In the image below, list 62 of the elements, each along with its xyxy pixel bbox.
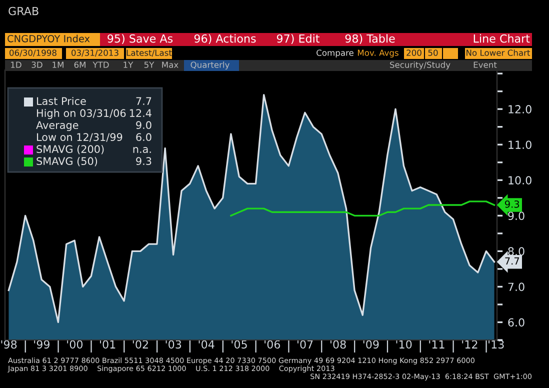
text: Event bbox=[474, 62, 497, 68]
x-tick-label: '08 bbox=[330, 340, 346, 349]
text: YTD bbox=[92, 62, 109, 68]
text: CNGDPYOY Index bbox=[8, 34, 90, 42]
x-tick-label: '06 bbox=[264, 340, 280, 349]
legend-label: SMAVG (50) bbox=[36, 156, 98, 166]
text: 1Y bbox=[124, 62, 134, 68]
text: 95) Save As bbox=[108, 34, 173, 44]
text: Latest/Last bbox=[126, 50, 172, 57]
text: 1D bbox=[11, 62, 22, 68]
x-tick-label: '12 bbox=[462, 340, 478, 348]
x-tick-label: '98 bbox=[1, 340, 17, 349]
legend-label: SMAVG (200) bbox=[36, 144, 104, 154]
annotation: 9.3 bbox=[136, 157, 152, 166]
text: 97) Edit bbox=[276, 34, 320, 44]
annotation: High on 03/31/06 bbox=[37, 108, 126, 120]
text: Max bbox=[162, 62, 178, 68]
y-tick-label: 12.0 bbox=[508, 105, 532, 114]
text: Line Chart bbox=[474, 34, 530, 43]
text: 3D bbox=[32, 62, 42, 68]
text: Mov. Avgs bbox=[358, 50, 398, 58]
annotation: 9.0 bbox=[136, 121, 152, 130]
x-tick-label: '09 bbox=[363, 340, 379, 349]
x-tick-label: '13 bbox=[488, 340, 504, 349]
x-tick-label: '05 bbox=[232, 340, 247, 349]
y-tick-label: 9.0 bbox=[508, 212, 524, 220]
data-label: 7.7 bbox=[505, 257, 520, 265]
x-tick-label: '00 bbox=[67, 340, 83, 349]
data-label: 9.3 bbox=[504, 200, 520, 208]
text: Compare bbox=[316, 50, 354, 58]
annotation: 12.4 bbox=[130, 109, 152, 117]
text: Security/Study bbox=[390, 61, 450, 70]
annotation: 7.7 bbox=[136, 97, 152, 105]
y-tick-label: 7.0 bbox=[508, 282, 524, 292]
text: 200 bbox=[406, 50, 422, 56]
text: 1M bbox=[52, 62, 64, 68]
text: 5Y bbox=[144, 62, 154, 68]
x-tick-label: '03 bbox=[166, 340, 182, 349]
annotation: n.a. bbox=[133, 147, 151, 154]
text: 03/31/2013 bbox=[72, 50, 118, 57]
text: 06/30/1998 bbox=[10, 50, 56, 57]
text: No Lower Chart bbox=[466, 49, 530, 56]
y-tick-label: 10.0 bbox=[508, 176, 532, 185]
annotation: 6.0 bbox=[136, 133, 152, 142]
y-tick-label: 11.0 bbox=[508, 140, 532, 149]
y-tick-label: 6.0 bbox=[508, 318, 524, 327]
legend-label: Last Price bbox=[37, 96, 86, 106]
x-tick-label: '07 bbox=[298, 340, 313, 349]
x-tick-label: '02 bbox=[132, 340, 148, 349]
x-tick-label: '04 bbox=[198, 340, 214, 349]
x-tick-label: '10 bbox=[396, 340, 412, 349]
x-tick-label: '99 bbox=[34, 340, 50, 349]
x-tick-label: '01 bbox=[100, 340, 116, 349]
x-tick-label: '11 bbox=[429, 340, 444, 348]
text: 50 bbox=[428, 50, 438, 56]
annotation: Low on 12/31/99 bbox=[37, 133, 122, 142]
text: Quarterly bbox=[190, 61, 230, 70]
text: 6M bbox=[74, 62, 86, 68]
annotation: Average bbox=[36, 121, 78, 132]
text: 96) Actions bbox=[194, 34, 256, 44]
text: 98) Table bbox=[345, 34, 395, 44]
text: GRAB bbox=[8, 6, 38, 16]
